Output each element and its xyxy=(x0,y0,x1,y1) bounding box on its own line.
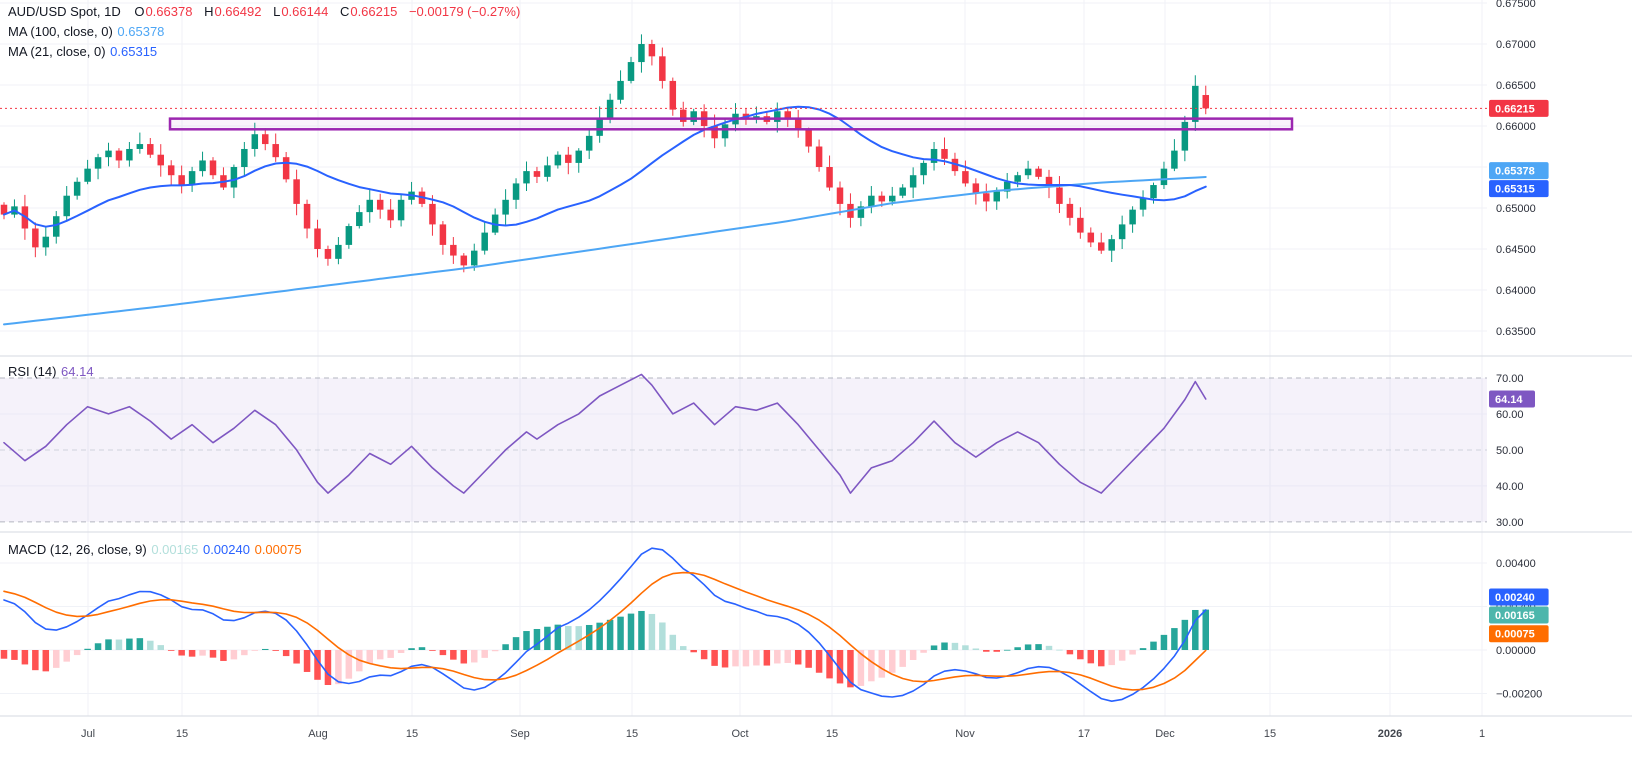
price-panel xyxy=(0,34,1487,326)
macd-legend: MACD (12, 26, close, 9) 0.00165 0.00240 … xyxy=(8,541,302,558)
candlestick-series xyxy=(0,34,1209,273)
svg-text:0.00000: 0.00000 xyxy=(1496,645,1536,657)
svg-text:0.65315: 0.65315 xyxy=(1495,184,1535,196)
rsi-band xyxy=(0,377,1487,523)
change-value: −0.00179 (−0.27%) xyxy=(408,4,521,19)
svg-text:15: 15 xyxy=(1264,728,1276,740)
svg-text:0.67000: 0.67000 xyxy=(1496,39,1536,51)
svg-text:Aug: Aug xyxy=(308,728,328,740)
low-value: 0.66144 xyxy=(281,4,329,19)
svg-text:15: 15 xyxy=(826,728,838,740)
svg-text:15: 15 xyxy=(406,728,418,740)
resistance-box[interactable] xyxy=(168,117,1294,131)
high-value: 0.66492 xyxy=(214,4,262,19)
svg-text:40.00: 40.00 xyxy=(1496,481,1524,493)
svg-text:0.66500: 0.66500 xyxy=(1496,80,1536,92)
svg-text:70.00: 70.00 xyxy=(1496,373,1524,385)
macd-hist-value: 0.00165 xyxy=(151,542,199,557)
svg-text:0.00075: 0.00075 xyxy=(1495,629,1535,641)
svg-text:0.00240: 0.00240 xyxy=(1495,592,1535,604)
svg-text:15: 15 xyxy=(176,728,188,740)
svg-text:Nov: Nov xyxy=(955,728,975,740)
open-label: O xyxy=(134,4,145,19)
svg-text:1: 1 xyxy=(1479,728,1485,740)
ma21-line xyxy=(3,105,1207,228)
svg-text:Oct: Oct xyxy=(731,728,748,740)
svg-text:0.65000: 0.65000 xyxy=(1496,203,1536,215)
macd-axis-labels: 0.00240 0.00165 0.00075 xyxy=(1489,588,1549,643)
high-label: H xyxy=(204,4,214,19)
macd-panel xyxy=(0,547,1209,703)
ma100-line xyxy=(3,176,1207,326)
svg-text:0.00400: 0.00400 xyxy=(1496,558,1536,570)
ma100-legend: MA (100, close, 0) 0.65378 xyxy=(8,23,164,40)
rsi-legend: RSI (14) 64.14 xyxy=(8,363,94,380)
rsi-axis-label: 64.14 xyxy=(1489,390,1535,408)
svg-text:Dec: Dec xyxy=(1155,728,1175,740)
svg-text:0.66000: 0.66000 xyxy=(1496,121,1536,133)
svg-text:0.64500: 0.64500 xyxy=(1496,244,1536,256)
close-value: 0.66215 xyxy=(350,4,398,19)
macd-line-value: 0.00240 xyxy=(202,542,250,557)
svg-text:60.00: 60.00 xyxy=(1496,409,1524,421)
ma21-value: 0.65315 xyxy=(110,44,158,59)
svg-text:−0.00200: −0.00200 xyxy=(1496,689,1542,701)
macd-label[interactable]: MACD (12, 26, close, 9) xyxy=(8,542,147,557)
svg-text:Jul: Jul xyxy=(81,728,95,740)
price-legend: AUD/USD Spot, 1D O0.66378 H0.66492 L0.66… xyxy=(8,3,520,20)
svg-text:0.66215: 0.66215 xyxy=(1495,103,1535,115)
low-label: L xyxy=(273,4,281,19)
macd-signal-value: 0.00075 xyxy=(254,542,302,557)
svg-text:0.65378: 0.65378 xyxy=(1495,166,1535,178)
ma21-label[interactable]: MA (21, close, 0) xyxy=(8,44,106,59)
svg-text:2026: 2026 xyxy=(1378,728,1402,740)
ma100-value: 0.65378 xyxy=(117,24,165,39)
svg-text:15: 15 xyxy=(626,728,638,740)
macd-histogram xyxy=(0,609,1209,688)
rsi-line xyxy=(3,373,1207,494)
svg-text:64.14: 64.14 xyxy=(1495,394,1523,406)
svg-text:17: 17 xyxy=(1078,728,1090,740)
svg-text:0.64000: 0.64000 xyxy=(1496,285,1536,297)
rsi-label[interactable]: RSI (14) xyxy=(8,364,57,379)
svg-text:Sep: Sep xyxy=(510,728,530,740)
close-label: C xyxy=(339,4,350,19)
ma100-label[interactable]: MA (100, close, 0) xyxy=(8,24,113,39)
rsi-panel xyxy=(3,373,1207,494)
svg-text:50.00: 50.00 xyxy=(1496,445,1524,457)
svg-text:0.00165: 0.00165 xyxy=(1495,610,1535,622)
svg-text:0.63500: 0.63500 xyxy=(1496,326,1536,338)
macd-signal-line xyxy=(3,571,1207,691)
svg-text:0.67500: 0.67500 xyxy=(1496,0,1536,10)
symbol-title[interactable]: AUD/USD Spot, 1D xyxy=(8,4,121,19)
rsi-value: 64.14 xyxy=(61,364,94,379)
time-axis[interactable]: Jul 15 Aug 15 Sep 15 Oct 15 Nov 17 Dec 15 2026 1 xyxy=(81,728,1485,740)
price-axis-labels: 0.66215 0.65378 0.65315 xyxy=(1489,99,1549,198)
open-value: 0.66378 xyxy=(145,4,193,19)
svg-text:30.00: 30.00 xyxy=(1496,517,1524,529)
ma21-legend: MA (21, close, 0) 0.65315 xyxy=(8,43,157,60)
